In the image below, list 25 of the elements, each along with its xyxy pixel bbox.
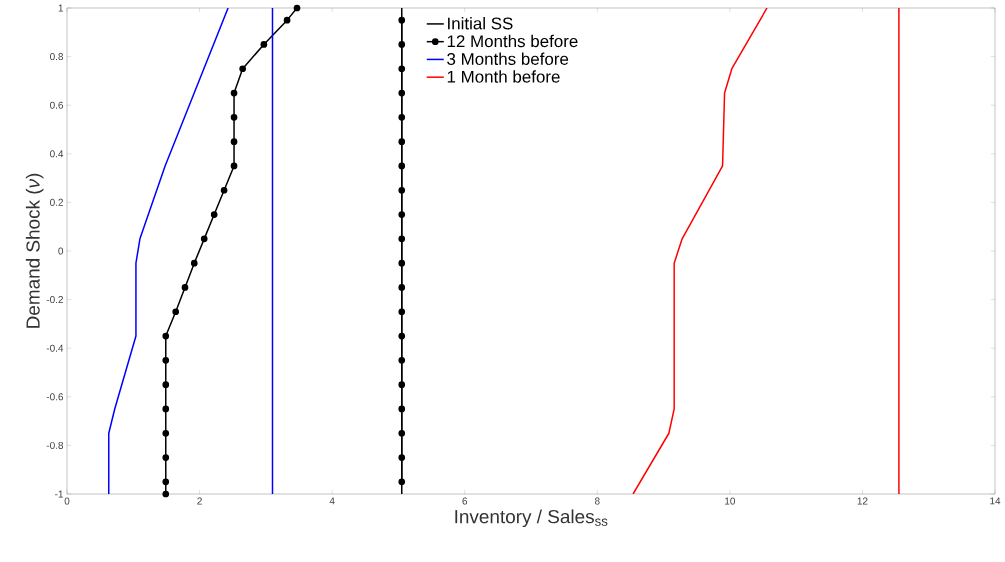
y-tick-label: -0.2 [46, 296, 63, 304]
legend-label: 1 Month before [447, 70, 560, 83]
y-tick-label: -0.4 [46, 344, 64, 352]
y-tick-label: 0 [58, 247, 64, 255]
y-tick-label: 0.6 [50, 101, 64, 109]
x-axis-title: Inventory / Sales$_{ss}$ [455, 509, 608, 528]
x-tick-label: 0 [64, 497, 70, 505]
x-tick-label: 2 [197, 497, 202, 505]
y-tick-label: 0.4 [50, 150, 64, 158]
x-tick-label: 6 [462, 497, 468, 505]
legend-label: Initial SS [448, 17, 513, 30]
x-tick-label: 8 [594, 497, 600, 505]
y-tick-label: -0.6 [46, 393, 64, 401]
y-tick-label: 0.2 [50, 198, 63, 206]
y-tick-label: 1 [58, 4, 63, 12]
y-tick-label: 0.8 [50, 53, 64, 61]
y-tick-label: -0.8 [46, 441, 64, 449]
legend-label: 3 Months before [447, 52, 569, 65]
x-tick-label: 14 [990, 497, 1001, 505]
x-tick-label: 12 [857, 497, 868, 505]
x-tick-label: 4 [329, 497, 335, 505]
y-tick-label: -1 [55, 490, 63, 498]
legend-label: 12 Months before [447, 34, 578, 48]
x-tick-label: 10 [725, 497, 736, 505]
y-axis-title: Demand Shock (ν) [25, 173, 44, 328]
